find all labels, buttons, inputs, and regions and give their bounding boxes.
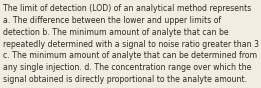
Text: The limit of detection (LOD) of an analytical method represents: The limit of detection (LOD) of an analy…	[3, 4, 251, 13]
Text: detection b. The minimum amount of analyte that can be: detection b. The minimum amount of analy…	[3, 28, 229, 37]
Text: repeatedly determined with a signal to noise ratio greater than 3: repeatedly determined with a signal to n…	[3, 40, 259, 49]
Text: signal obtained is directly proportional to the analyte amount.: signal obtained is directly proportional…	[3, 75, 247, 84]
Text: c. The minimum amount of analyte that can be determined from: c. The minimum amount of analyte that ca…	[3, 51, 257, 60]
Text: a. The difference between the lower and upper limits of: a. The difference between the lower and …	[3, 16, 221, 25]
Text: any single injection. d. The concentration range over which the: any single injection. d. The concentrati…	[3, 63, 252, 72]
